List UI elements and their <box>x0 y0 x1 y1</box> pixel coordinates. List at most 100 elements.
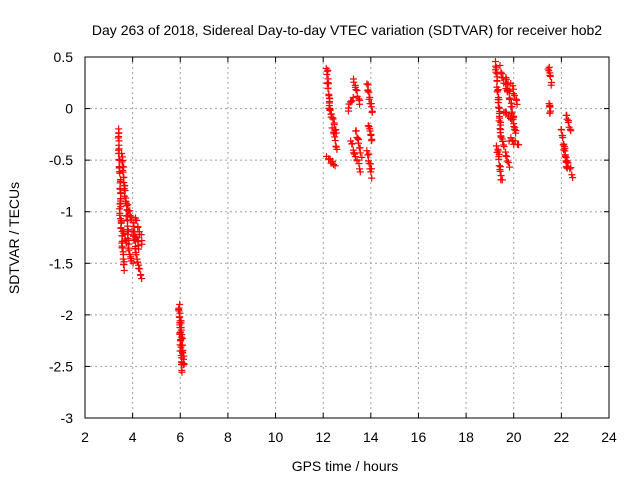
data-point <box>560 146 568 154</box>
data-point <box>562 111 570 119</box>
x-tick-label: 20 <box>506 429 522 445</box>
data-point <box>365 88 373 96</box>
data-point <box>506 95 514 103</box>
x-axis-label: GPS time / hours <box>292 458 399 474</box>
data-point <box>563 115 571 123</box>
data-point <box>118 149 126 157</box>
data-point <box>329 157 337 165</box>
data-point <box>566 165 574 173</box>
data-point <box>511 126 519 134</box>
x-tick-label: 12 <box>315 429 331 445</box>
data-point <box>330 130 338 138</box>
data-point <box>136 265 144 273</box>
x-axis: 2 4 6 8 10 12 14 16 18 20 22 24 <box>81 57 617 445</box>
data-point <box>179 361 187 369</box>
data-point <box>356 168 364 176</box>
data-point <box>506 87 514 95</box>
data-point <box>351 153 359 161</box>
data-point <box>355 160 363 168</box>
data-point <box>328 124 336 132</box>
data-point <box>138 275 146 283</box>
data-point <box>365 150 373 158</box>
data-point <box>356 100 364 108</box>
y-tick-label: 0.5 <box>54 49 74 65</box>
y-tick-label: -3 <box>61 410 74 426</box>
data-point <box>546 103 554 111</box>
x-tick-label: 14 <box>363 429 379 445</box>
data-point <box>132 251 140 259</box>
data-point <box>513 100 521 108</box>
data-point <box>116 211 124 219</box>
x-tick-label: 6 <box>176 429 184 445</box>
data-point <box>363 80 371 88</box>
data-point <box>495 162 503 170</box>
data-point <box>326 105 334 113</box>
data-point <box>495 117 503 125</box>
data-point <box>354 139 362 147</box>
data-point <box>502 75 510 83</box>
data-point <box>367 165 375 173</box>
data-point <box>495 103 503 111</box>
data-point <box>138 240 146 248</box>
chart-title: Day 263 of 2018, Sidereal Day-to-day VTE… <box>92 22 602 38</box>
y-axis-label: SDTVAR / TECUs <box>6 182 22 294</box>
data-point <box>563 158 571 166</box>
data-point <box>368 107 376 115</box>
data-point <box>367 131 375 139</box>
data-point <box>118 158 126 166</box>
data-point <box>499 137 507 145</box>
data-point <box>567 164 575 172</box>
data-point <box>120 229 128 237</box>
data-point <box>179 349 187 357</box>
data-point <box>333 145 341 153</box>
data-point <box>120 163 128 171</box>
data-point <box>364 151 372 159</box>
data-point <box>120 261 128 269</box>
data-point <box>129 259 137 267</box>
data-point <box>119 166 127 174</box>
data-point <box>492 142 500 150</box>
data-point <box>515 141 523 149</box>
x-tick-label: 10 <box>268 429 284 445</box>
data-point <box>564 159 572 167</box>
data-point <box>121 235 129 243</box>
data-point <box>349 93 357 101</box>
data-point <box>562 154 570 162</box>
data-point <box>495 95 503 103</box>
data-point <box>569 174 577 182</box>
data-point <box>364 87 372 95</box>
data-point <box>350 78 358 86</box>
data-point <box>128 227 136 235</box>
data-point <box>120 267 128 275</box>
data-point <box>493 88 501 96</box>
data-point <box>546 72 554 80</box>
data-point <box>502 152 510 160</box>
data-point <box>512 129 520 137</box>
data-point <box>117 224 125 232</box>
data-point <box>368 137 376 145</box>
data-point <box>125 246 133 254</box>
data-point <box>544 65 552 73</box>
data-point <box>324 66 332 74</box>
data-point <box>495 155 503 163</box>
data-point <box>120 185 128 193</box>
data-point <box>323 70 331 78</box>
data-point <box>178 341 186 349</box>
data-point <box>509 82 517 90</box>
data-point <box>348 140 356 148</box>
data-point <box>497 68 505 76</box>
data-point <box>178 368 186 376</box>
data-point <box>331 162 339 170</box>
data-point <box>503 157 511 165</box>
data-point <box>364 122 372 130</box>
data-point <box>493 77 501 85</box>
data-point <box>352 86 360 94</box>
data-point <box>114 134 122 142</box>
data-point <box>120 178 128 186</box>
plot-frame <box>84 56 610 419</box>
data-point <box>504 158 512 166</box>
data-point <box>366 93 374 101</box>
data-point <box>508 108 516 116</box>
data-point <box>119 228 127 236</box>
